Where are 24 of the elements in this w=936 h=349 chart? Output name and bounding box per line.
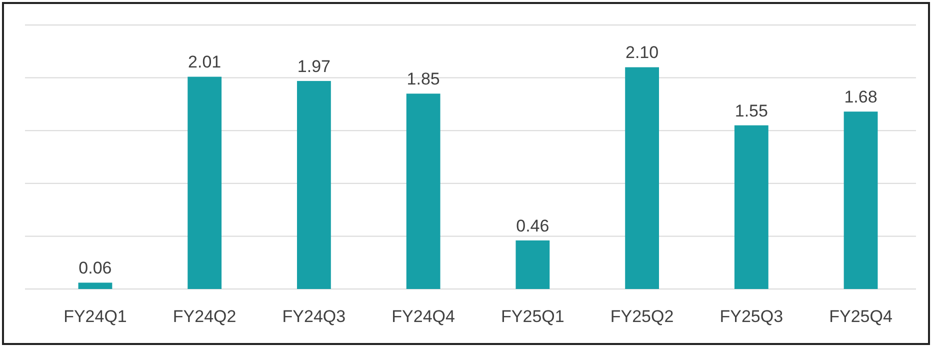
- bar: [297, 80, 331, 289]
- x-tick-label: FY24Q4: [392, 307, 455, 326]
- x-tick-label: FY25Q4: [829, 307, 892, 326]
- data-label: 2.10: [626, 43, 659, 62]
- bar: [78, 282, 112, 289]
- data-label: 1.68: [844, 88, 878, 107]
- x-tick-label: FY24Q2: [172, 307, 236, 326]
- x-tick-label: FY25Q3: [720, 307, 784, 326]
- bar: [844, 112, 878, 289]
- x-tick-label: FY24Q1: [64, 307, 127, 326]
- data-label: 0.46: [516, 216, 550, 236]
- bar: [188, 76, 222, 289]
- bar: [625, 67, 659, 289]
- bar: [734, 125, 768, 289]
- data-label: 1.97: [297, 56, 330, 76]
- bar: [406, 94, 440, 289]
- x-tick-label: FY25Q1: [501, 307, 564, 326]
- data-label: 0.06: [78, 258, 112, 278]
- bar: [516, 240, 550, 289]
- data-label: 2.01: [188, 52, 222, 72]
- data-label: 1.55: [734, 101, 768, 120]
- data-label: 1.85: [406, 70, 440, 89]
- x-tick-label: FY24Q3: [282, 307, 346, 326]
- x-tick-label: FY25Q2: [610, 307, 674, 326]
